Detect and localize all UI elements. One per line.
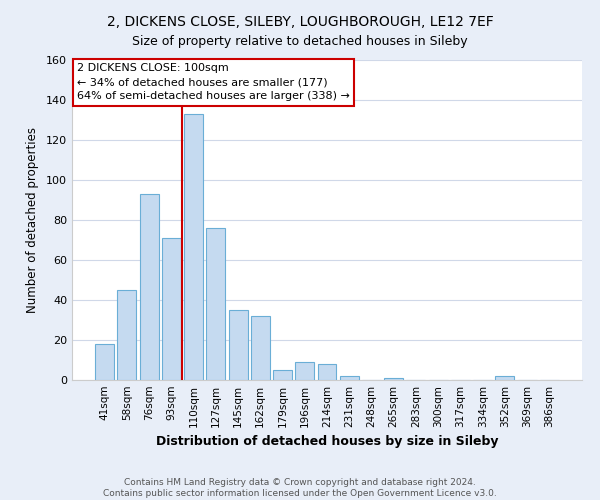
Bar (384, 378, 403, 380)
Bar (295, 362, 314, 380)
Bar (340, 376, 359, 380)
Text: Contains HM Land Registry data © Crown copyright and database right 2024.
Contai: Contains HM Land Registry data © Crown c… (103, 478, 497, 498)
Bar (496, 376, 514, 380)
Bar (251, 316, 270, 380)
Bar (95, 344, 114, 380)
Bar (229, 310, 248, 380)
Text: Size of property relative to detached houses in Sileby: Size of property relative to detached ho… (132, 35, 468, 48)
Y-axis label: Number of detached properties: Number of detached properties (26, 127, 39, 313)
Bar (273, 370, 292, 380)
Bar (184, 114, 203, 380)
Bar (162, 238, 181, 380)
Bar (206, 228, 225, 380)
Bar (118, 290, 136, 380)
Text: 2, DICKENS CLOSE, SILEBY, LOUGHBOROUGH, LE12 7EF: 2, DICKENS CLOSE, SILEBY, LOUGHBOROUGH, … (107, 15, 493, 29)
Text: 2 DICKENS CLOSE: 100sqm
← 34% of detached houses are smaller (177)
64% of semi-d: 2 DICKENS CLOSE: 100sqm ← 34% of detache… (77, 63, 350, 101)
X-axis label: Distribution of detached houses by size in Sileby: Distribution of detached houses by size … (156, 436, 498, 448)
Bar (317, 364, 337, 380)
Bar (140, 194, 158, 380)
